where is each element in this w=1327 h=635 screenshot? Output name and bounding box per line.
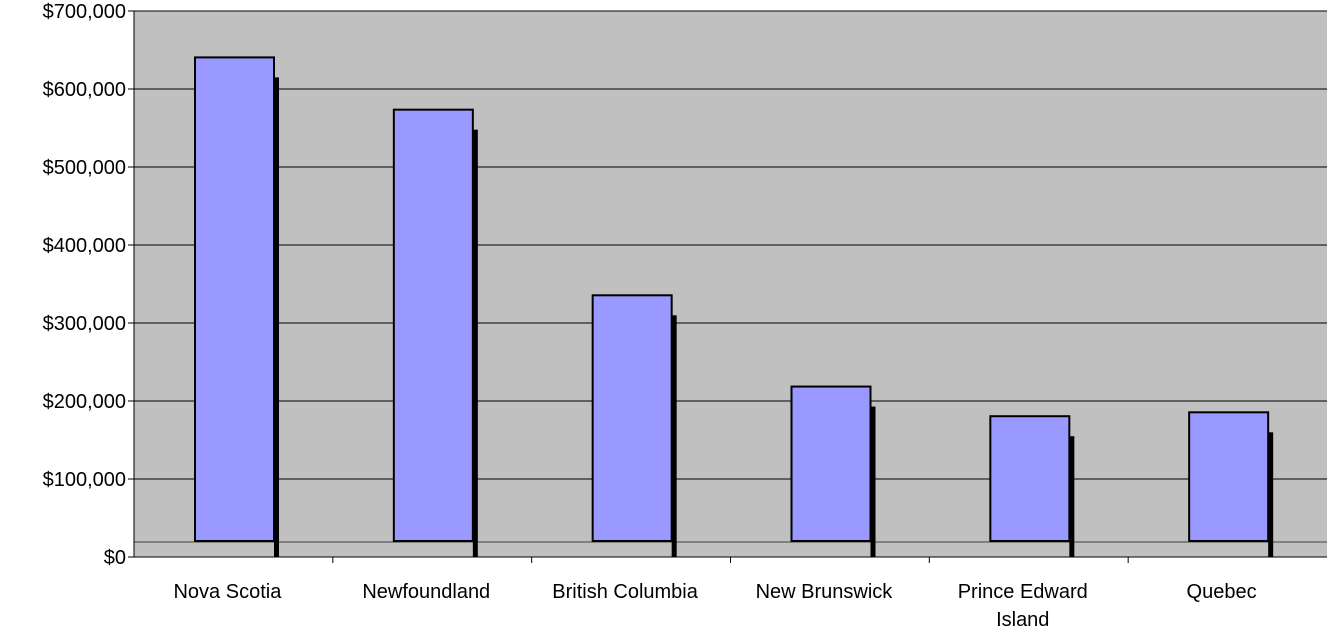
y-tick-label: $500,000: [43, 157, 126, 179]
y-tick-label: $0: [104, 547, 126, 569]
bar-shadow: [1268, 432, 1274, 557]
bar: [194, 56, 275, 543]
bar-shadow: [870, 406, 876, 557]
x-category-label: Newfoundland: [362, 581, 490, 603]
y-tick-label: $700,000: [43, 1, 126, 23]
x-category-label: Quebec: [1187, 581, 1257, 603]
x-category-label: Prince Edward Island: [958, 581, 1088, 630]
bar: [989, 415, 1071, 543]
y-tick-label: $600,000: [43, 79, 126, 101]
plot-area: [134, 11, 1327, 557]
bar-shadow: [671, 315, 677, 557]
y-tick-label: $400,000: [43, 235, 126, 257]
bar-shadow: [472, 129, 478, 557]
bar: [790, 385, 872, 542]
bar-shadow: [274, 77, 279, 558]
y-tick-label: $200,000: [43, 391, 126, 413]
bar: [392, 108, 474, 542]
x-category-label: British Columbia: [552, 581, 698, 603]
x-category-label: Nova Scotia: [173, 581, 282, 603]
y-tick-label: $100,000: [43, 469, 126, 491]
plot-floor: [134, 541, 1327, 543]
y-tick-label: $300,000: [43, 313, 126, 335]
x-category-label: New Brunswick: [756, 581, 894, 603]
bar: [1188, 411, 1270, 542]
bar: [591, 294, 673, 542]
bar-shadow: [1069, 436, 1075, 557]
